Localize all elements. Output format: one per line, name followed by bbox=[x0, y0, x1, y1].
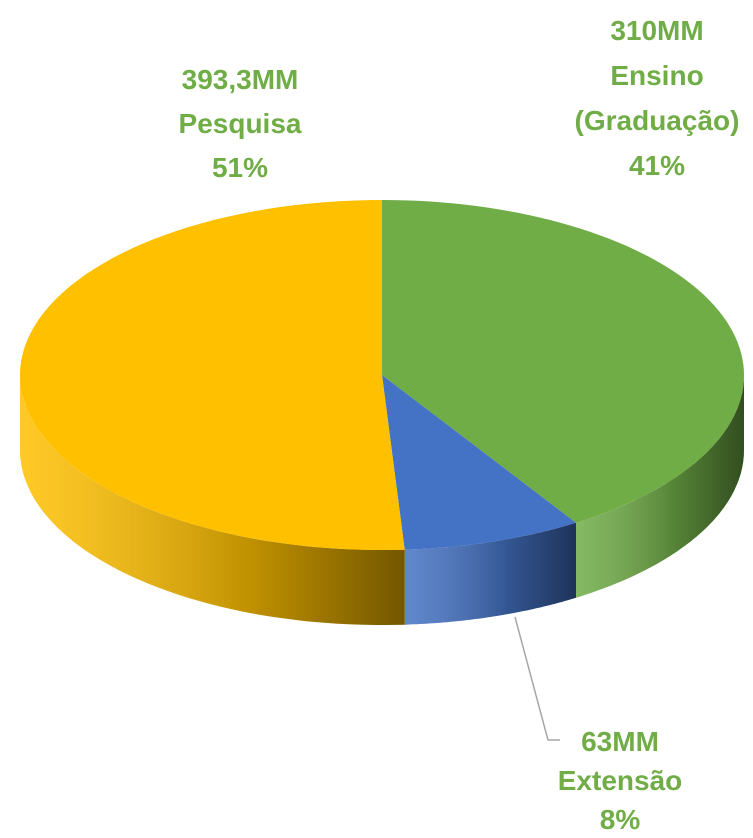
label-line: 41% bbox=[628, 150, 686, 181]
slice-side-shade bbox=[20, 375, 405, 625]
data-label: 393,3MM Pesquisa 51% bbox=[120, 58, 360, 190]
slice-side-shade bbox=[404, 522, 576, 625]
slice bbox=[20, 200, 405, 550]
data-label: 63MM Extensão 8% bbox=[520, 722, 720, 838]
data-label: 310MM Ensino (Graduação) 41% bbox=[557, 8, 753, 188]
slice bbox=[382, 375, 576, 550]
label-line: 63MM bbox=[581, 726, 659, 757]
slice bbox=[382, 200, 744, 523]
label-line: 393,3MM bbox=[181, 64, 299, 95]
slice-side-shade bbox=[576, 375, 744, 598]
label-line: Extensão bbox=[557, 765, 683, 796]
label-line: 51% bbox=[211, 152, 269, 183]
label-line: 310MM bbox=[610, 15, 704, 46]
label-line: Pesquisa bbox=[178, 108, 302, 139]
label-line: 8% bbox=[599, 804, 641, 835]
label-line: Ensino (Graduação) bbox=[574, 60, 740, 136]
leader-line bbox=[514, 616, 560, 741]
sides bbox=[20, 375, 744, 625]
